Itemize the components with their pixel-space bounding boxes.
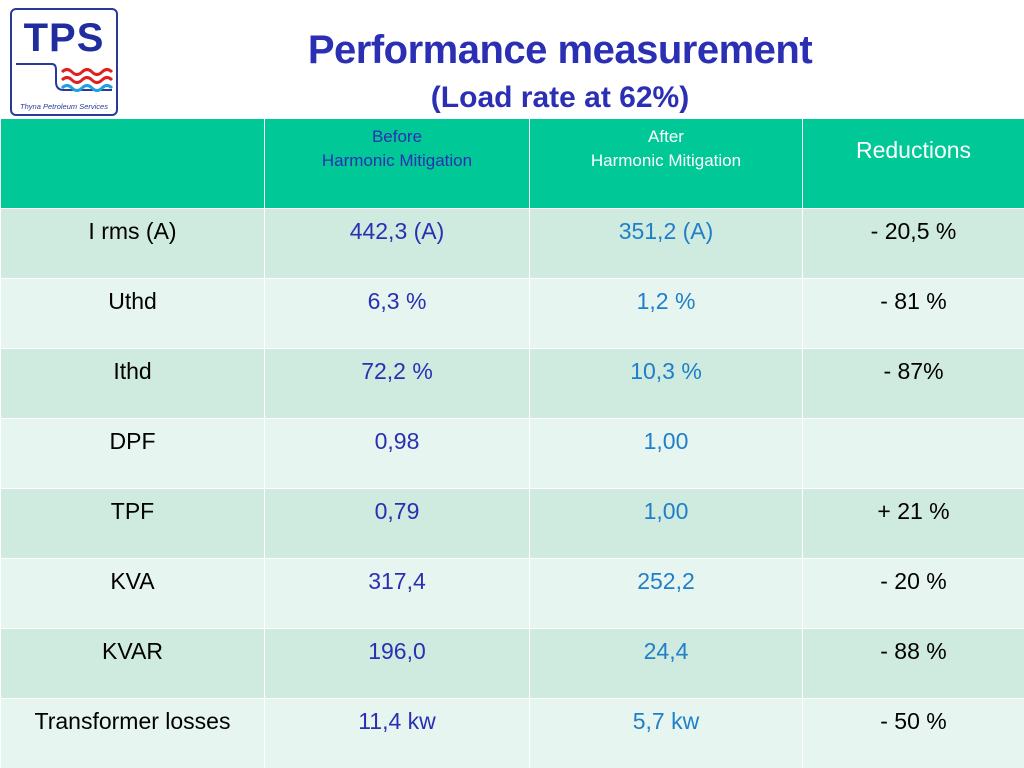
row-param: Transformer losses — [0, 698, 265, 768]
logo-tagline: Thyna Petroleum Services — [20, 102, 108, 111]
table-row: Ithd 72,2 % 10,3 % - 87% — [0, 348, 1024, 419]
row-after-value: 24,4 — [529, 628, 803, 699]
row-after-value: 1,00 — [529, 418, 803, 489]
row-reduction: - 20,5 % — [802, 208, 1024, 279]
row-reduction: - 87% — [802, 348, 1024, 419]
row-after-value: 10,3 % — [529, 348, 803, 419]
table-row: Transformer losses 11,4 kw 5,7 kw - 50 % — [0, 698, 1024, 768]
row-param: Ithd — [0, 348, 265, 419]
header-after: After Harmonic Mitigation — [529, 118, 803, 209]
logo-waves-icon — [16, 63, 114, 92]
row-before-value: 0,79 — [264, 488, 530, 559]
table-row: DPF 0,98 1,00 — [0, 418, 1024, 489]
row-before-value: 6,3 % — [264, 278, 530, 349]
row-param: KVAR — [0, 628, 265, 699]
table-row: TPF 0,79 1,00 + 21 % — [0, 488, 1024, 559]
slide-subtitle: (Load rate at 62%) — [430, 81, 690, 114]
header-before: Before Harmonic Mitigation — [264, 118, 530, 209]
row-before-value: 442,3 (A) — [264, 208, 530, 279]
row-before-value: 11,4 kw — [264, 698, 530, 768]
row-after-value: 1,2 % — [529, 278, 803, 349]
row-after-value: 252,2 — [529, 558, 803, 629]
header-after-line1: After — [648, 127, 684, 146]
row-param: Uthd — [0, 278, 265, 349]
row-reduction — [802, 418, 1024, 489]
row-before-value: 317,4 — [264, 558, 530, 629]
slide-title: Performance measurement — [307, 28, 813, 72]
row-after-value: 351,2 (A) — [529, 208, 803, 279]
table-row: Uthd 6,3 % 1,2 % - 81 % — [0, 278, 1024, 349]
row-reduction: - 88 % — [802, 628, 1024, 699]
company-logo: TPS Thyna Petroleum Services — [10, 8, 118, 116]
header-after-line2: Harmonic Mitigation — [590, 151, 742, 170]
row-reduction: - 50 % — [802, 698, 1024, 768]
row-param: DPF — [0, 418, 265, 489]
row-reduction: + 21 % — [802, 488, 1024, 559]
table-row: KVAR 196,0 24,4 - 88 % — [0, 628, 1024, 699]
row-after-value: 1,00 — [529, 488, 803, 559]
table-row: I rms (A) 442,3 (A) 351,2 (A) - 20,5 % — [0, 208, 1024, 279]
header-before-line1: Before — [371, 127, 423, 146]
row-param: I rms (A) — [0, 208, 265, 279]
row-param: KVA — [0, 558, 265, 629]
table-header-row: Before Harmonic Mitigation After Harmoni… — [0, 118, 1024, 209]
row-reduction: - 20 % — [802, 558, 1024, 629]
performance-table: Before Harmonic Mitigation After Harmoni… — [0, 118, 1024, 768]
row-before-value: 196,0 — [264, 628, 530, 699]
logo-mark: TPS — [23, 16, 105, 60]
row-before-value: 72,2 % — [264, 348, 530, 419]
header-param — [0, 118, 265, 209]
row-before-value: 0,98 — [264, 418, 530, 489]
row-after-value: 5,7 kw — [529, 698, 803, 768]
row-param: TPF — [0, 488, 265, 559]
table-row: KVA 317,4 252,2 - 20 % — [0, 558, 1024, 629]
row-reduction: - 81 % — [802, 278, 1024, 349]
header-reductions: Reductions — [802, 118, 1024, 209]
header-before-line2: Harmonic Mitigation — [321, 151, 473, 170]
